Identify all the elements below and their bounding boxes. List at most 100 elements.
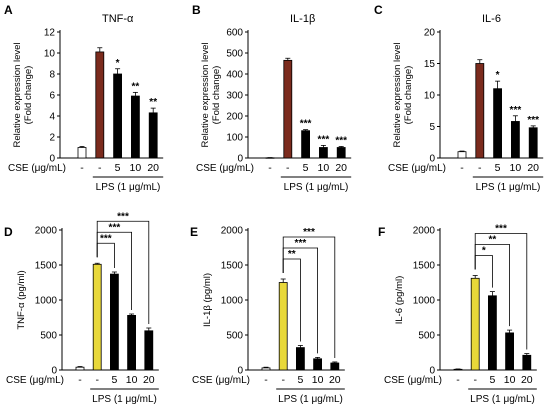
cse-row-label: CSE (μg/mL) [6, 375, 64, 386]
panel-letter: B [192, 3, 201, 17]
y-tick-label: 400 [226, 70, 243, 81]
category-label: 20 [143, 374, 155, 386]
bar [522, 354, 532, 371]
category-label: - [281, 374, 285, 386]
bar [318, 147, 328, 159]
category-label: 10 [510, 162, 522, 174]
category-label: 5 [489, 374, 495, 386]
y-tick-label: 8 [49, 70, 55, 81]
bar [295, 347, 305, 371]
bar [493, 88, 503, 159]
category-label: 20 [329, 374, 341, 386]
y-tick-label: 1000 [413, 296, 436, 307]
bar [92, 263, 102, 371]
panel-a: A TNF-α 0 2 4 6 8 10 12 Relative expression level… [4, 3, 164, 193]
significance-label: *** [100, 233, 112, 244]
panel-letter: C [374, 3, 383, 17]
category-label: 20 [147, 162, 159, 174]
y-tick-label: 20 [424, 28, 436, 39]
cse-row-label: CSE (μg/mL) [192, 375, 250, 386]
y-tick-label: 0 [429, 154, 435, 165]
category-label: - [78, 374, 82, 386]
y-tick-label: 1500 [221, 261, 244, 272]
category-label: 10 [318, 162, 330, 174]
y-tick-label: 1500 [413, 261, 436, 272]
significance-label: *** [109, 222, 121, 233]
bar [453, 368, 463, 371]
significance-label: *** [300, 119, 312, 130]
significance-label: *** [335, 135, 347, 146]
lps-group-label: LPS (1 μg/mL) [284, 182, 349, 193]
y-tick-label: 300 [226, 91, 243, 102]
bar [475, 63, 485, 159]
category-label: - [80, 162, 84, 174]
category-label: - [286, 162, 290, 174]
y-tick-label: 2000 [35, 226, 58, 237]
category-label: 10 [130, 162, 142, 174]
comparison-bracket [282, 236, 336, 358]
significance-label: *** [527, 115, 539, 126]
category-label: - [95, 374, 99, 386]
bar [528, 127, 538, 159]
y-axis-label: TNF-α (pg/ml) [16, 270, 27, 329]
y-tick-label: 600 [226, 28, 243, 39]
y-tick-label: 2000 [413, 226, 436, 237]
significance-label: *** [117, 211, 129, 222]
category-label: 5 [303, 162, 309, 174]
significance-label: ** [489, 235, 497, 246]
y-axis-label: (Fold change) [23, 66, 34, 125]
bar [283, 59, 293, 159]
category-label: 10 [126, 374, 138, 386]
significance-label: *** [510, 105, 522, 116]
y-tick-label: 500 [226, 49, 243, 60]
bar [336, 147, 346, 159]
y-tick-label: 2000 [221, 226, 244, 237]
significance-label: * [482, 246, 486, 257]
bar [313, 358, 323, 371]
bar [301, 130, 311, 159]
panel-letter: F [378, 225, 385, 239]
category-label: - [460, 162, 464, 174]
panel-title: IL-6 [482, 13, 501, 25]
y-tick-label: 5 [429, 122, 435, 133]
category-label: - [473, 374, 477, 386]
lps-group-label: LPS (1 μg/mL) [470, 394, 535, 405]
bar [148, 112, 158, 159]
bar [113, 73, 122, 159]
cse-row-label: CSE (μg/mL) [384, 375, 442, 386]
y-tick-label: 1000 [35, 296, 58, 307]
y-tick-label: 500 [418, 331, 435, 342]
y-axis-label: Relative expression level [392, 42, 403, 147]
y-axis-label: Relative expression level [200, 42, 211, 147]
category-label: - [478, 162, 482, 174]
panel-letter: D [4, 225, 13, 239]
bar [261, 367, 271, 371]
bar [127, 314, 136, 371]
lps-group-label: LPS (1 μg/mL) [96, 182, 161, 193]
category-label: - [98, 162, 102, 174]
category-label: 5 [495, 162, 501, 174]
bar [278, 282, 288, 371]
y-tick-label: 0 [237, 366, 243, 377]
bar [457, 151, 467, 159]
y-tick-label: 2 [49, 133, 55, 144]
cse-row-label: CSE (μg/mL) [8, 163, 66, 174]
lps-group-label: LPS (1 μg/mL) [476, 182, 541, 193]
category-label: 5 [297, 374, 303, 386]
bar [77, 147, 87, 159]
significance-label: *** [318, 134, 330, 145]
significance-label: *** [303, 227, 315, 238]
cse-row-label: CSE (μg/mL) [196, 163, 254, 174]
comparison-bracket [96, 220, 150, 324]
panel-b: B IL-1β 0 100 200 300 400 500 600 Relative expres… [192, 3, 352, 193]
bar [330, 362, 340, 371]
y-tick-label: 12 [44, 28, 56, 39]
bar [470, 277, 480, 371]
panel-letter: A [4, 3, 13, 17]
category-label: - [456, 374, 460, 386]
y-axis-label: Relative expression level [12, 42, 23, 147]
significance-label: * [116, 58, 120, 69]
y-tick-label: 100 [226, 133, 243, 144]
panel-c: C IL-6 0 5 10 15 20 Relative expression level (F… [374, 3, 544, 193]
